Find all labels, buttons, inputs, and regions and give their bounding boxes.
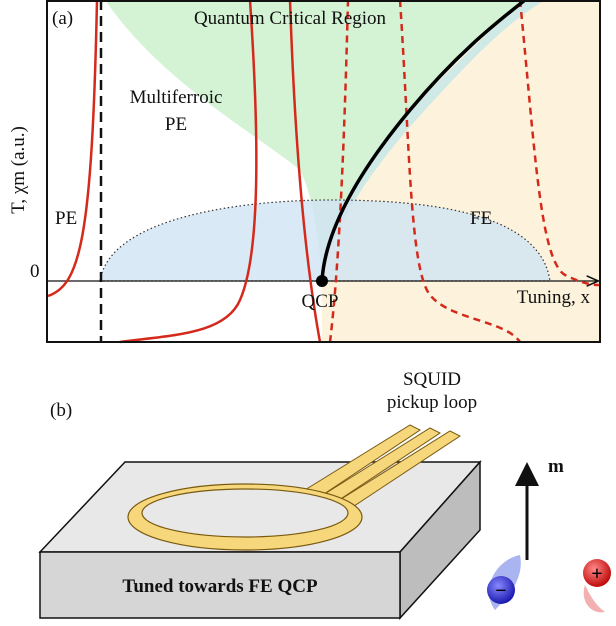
squid-loop-inner (142, 489, 348, 537)
plus-label: + (591, 563, 602, 585)
zero-label: 0 (30, 261, 40, 282)
moment-label: m (548, 456, 564, 477)
qcp-point (316, 275, 328, 287)
plus-tail (584, 585, 605, 612)
squid-label: SQUID (403, 369, 461, 390)
panel-a: (a) Quantum Critical Region Multiferroic… (8, 0, 600, 342)
region-label: Multiferroic (130, 87, 223, 108)
qcp-label: QCP (302, 291, 339, 312)
region-label: Quantum Critical Region (194, 8, 387, 29)
region-label: PE (165, 114, 187, 135)
y-axis-label: T, χm (a.u.) (8, 126, 29, 214)
region-label: PE (55, 208, 77, 229)
x-axis-label: Tuning, x (517, 287, 591, 308)
panel-b: (b) SQUID pickup loop Tuned towards FE Q… (40, 369, 611, 618)
figure: (a) Quantum Critical Region Multiferroic… (0, 0, 616, 626)
panel-label: (b) (50, 400, 72, 421)
region-label: FE (470, 208, 492, 229)
squid-label: pickup loop (387, 392, 477, 413)
panel-label: (a) (52, 8, 73, 29)
sample-label: Tuned towards FE QCP (122, 576, 318, 597)
minus-label: − (495, 580, 506, 602)
